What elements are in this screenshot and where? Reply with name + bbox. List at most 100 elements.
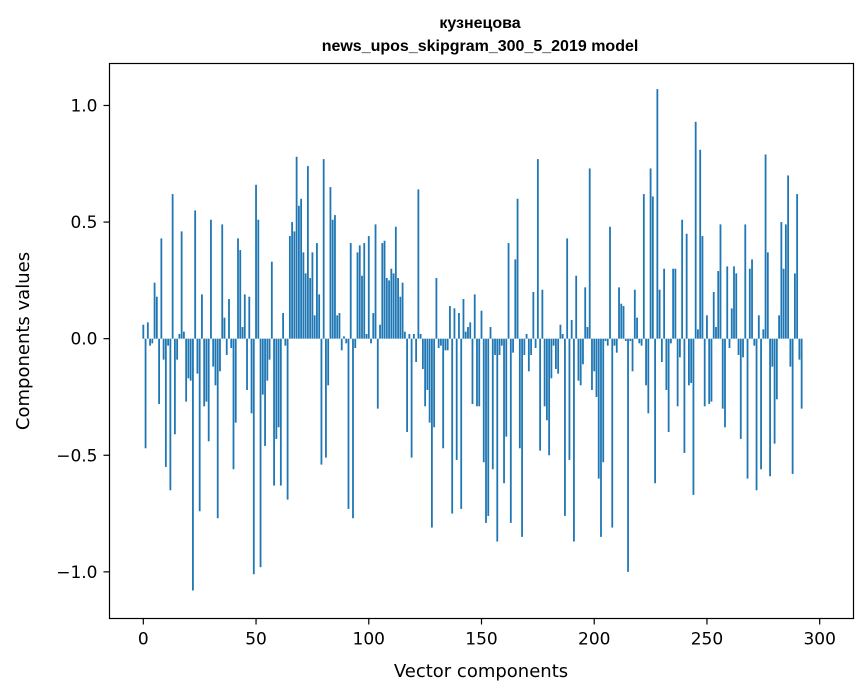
bar [688,338,690,386]
x-tick-label: 100 [353,630,385,650]
bar [334,215,336,339]
bar [647,338,650,414]
x-tick-label: 200 [578,630,610,650]
bar [412,334,415,339]
bar [755,338,758,491]
bar [473,294,476,339]
bar [176,338,179,360]
bar [237,238,239,339]
bar [620,303,623,339]
bar [764,154,767,339]
bar [248,296,251,339]
bar [431,338,433,528]
bar [225,338,228,355]
bar [221,224,224,339]
bar [458,313,460,339]
bar [467,327,469,339]
bar [543,338,546,407]
bar [557,338,560,374]
bar [575,275,578,339]
bar [525,334,528,339]
bar [555,338,557,369]
bar [336,315,339,339]
bar [516,198,519,339]
bar [295,156,298,339]
bar [512,338,514,353]
bar [173,338,176,435]
bar [399,296,402,339]
bar [331,219,334,339]
bar [701,236,704,339]
bar [706,315,708,339]
bar [370,338,372,344]
bar [180,231,183,339]
bar [356,252,359,339]
bar [615,338,618,353]
bar [676,338,679,407]
bar [164,338,167,467]
bar [381,243,384,339]
bar [228,299,230,339]
bar [169,338,172,491]
bar [266,338,269,381]
bar [791,338,794,474]
bar [291,222,294,339]
bar [487,338,490,516]
bar [796,194,799,339]
bar [277,338,280,428]
bar [343,336,345,339]
bar [316,243,318,339]
y-tick-label: −1.0 [56,563,97,583]
bar [210,219,212,339]
bar [507,243,510,339]
bar [304,273,307,339]
bar [545,338,548,421]
bar [564,338,566,516]
bar [631,338,634,372]
bar [297,205,300,339]
bar [651,196,654,339]
bar [710,338,713,402]
bar [724,338,726,428]
bar [638,338,641,344]
bar [151,338,154,344]
bar [288,236,291,339]
x-tick-label: 250 [691,630,723,650]
bar [340,338,343,351]
bar [451,338,454,514]
bar [579,338,582,386]
bar [189,338,192,381]
bar [674,268,677,339]
y-tick-label: −0.5 [56,446,97,466]
bar [561,334,564,339]
bar [717,271,720,339]
bar [327,338,330,386]
bar [203,338,206,407]
bar [205,338,208,402]
bar [793,273,796,339]
bar [347,338,350,509]
x-tick-label: 150 [465,630,497,650]
bar [167,338,170,346]
bar [234,338,237,423]
bar [505,338,508,437]
bar [665,338,668,390]
bar [401,282,404,339]
bar [162,338,165,360]
bar [388,280,390,339]
bar [257,219,260,339]
bar [694,121,697,339]
bar [762,329,765,339]
bar [428,338,431,423]
bar [444,338,447,351]
bar [498,338,501,355]
bar [582,338,584,365]
x-tick-label: 300 [803,630,835,650]
bar [593,338,596,372]
bar [207,338,210,442]
bar [345,338,348,344]
bar [737,338,740,355]
bar [697,329,699,339]
bar [372,313,375,339]
bar [392,273,395,339]
